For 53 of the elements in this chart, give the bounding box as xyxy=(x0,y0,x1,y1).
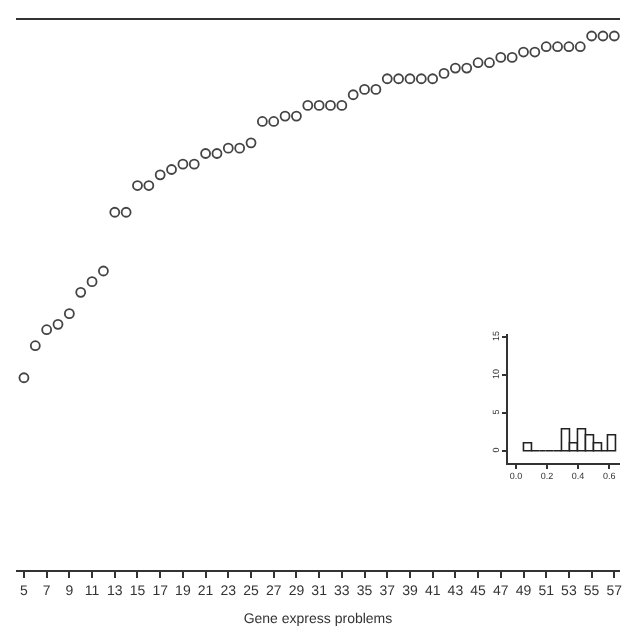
point xyxy=(313,100,325,111)
point xyxy=(154,169,166,181)
point xyxy=(109,206,121,218)
point xyxy=(132,180,143,191)
point xyxy=(211,148,223,159)
point xyxy=(427,73,439,85)
point xyxy=(563,41,575,53)
point xyxy=(222,142,234,154)
point xyxy=(52,318,64,330)
point xyxy=(608,30,620,42)
point xyxy=(325,100,336,111)
point xyxy=(188,158,200,170)
point xyxy=(279,110,291,122)
point xyxy=(177,158,189,170)
point xyxy=(234,142,246,154)
point xyxy=(18,372,30,384)
point xyxy=(381,73,393,85)
point xyxy=(29,340,41,352)
point xyxy=(586,30,598,42)
point xyxy=(574,41,586,53)
point xyxy=(449,62,461,74)
point xyxy=(75,286,87,298)
point xyxy=(143,180,155,191)
point xyxy=(506,51,518,63)
point xyxy=(41,324,53,336)
point xyxy=(484,57,495,69)
point xyxy=(166,164,177,175)
point xyxy=(370,84,382,95)
point xyxy=(438,68,450,79)
point xyxy=(200,148,211,159)
point xyxy=(63,308,75,320)
point xyxy=(86,276,98,288)
point xyxy=(495,51,507,63)
point xyxy=(245,137,257,149)
point xyxy=(461,62,473,74)
point xyxy=(472,57,484,69)
point xyxy=(302,100,314,111)
point xyxy=(268,116,280,127)
point xyxy=(347,89,359,101)
point xyxy=(359,84,370,95)
point xyxy=(415,73,427,85)
point xyxy=(552,41,563,53)
point xyxy=(540,41,552,53)
point xyxy=(336,100,348,111)
point xyxy=(120,206,132,218)
point xyxy=(597,30,609,42)
point xyxy=(98,265,109,277)
point xyxy=(291,110,302,122)
point xyxy=(404,73,416,85)
point xyxy=(393,73,404,85)
point xyxy=(256,116,268,127)
point xyxy=(529,46,541,58)
point xyxy=(518,46,529,58)
